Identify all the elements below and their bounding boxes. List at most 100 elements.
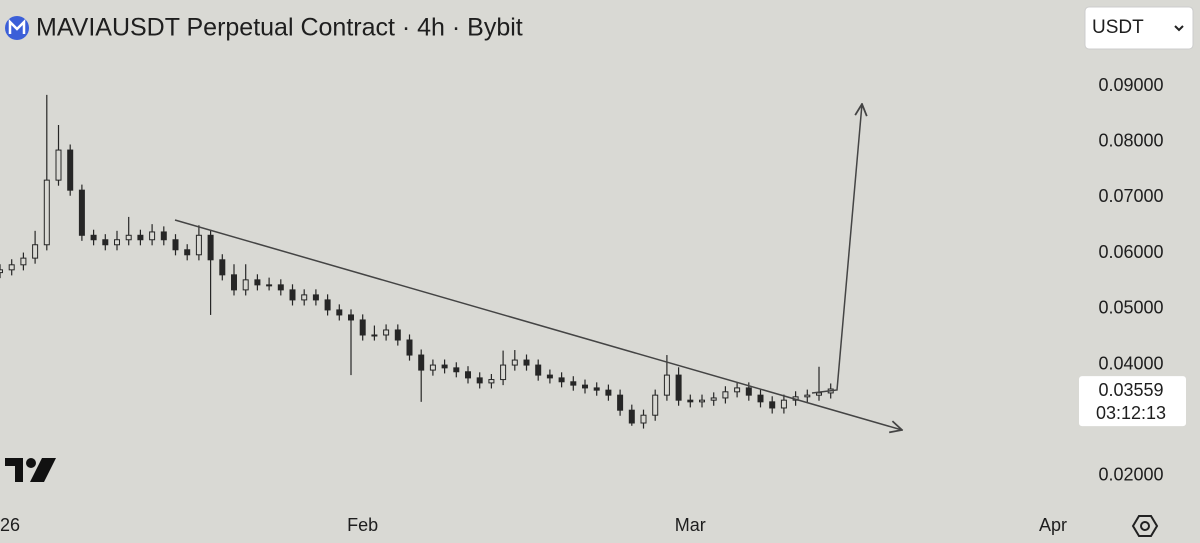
candle-body xyxy=(640,414,647,424)
candle-body xyxy=(359,319,366,336)
chart-title: MAVIAUSDT Perpetual Contract · 4h · Bybi… xyxy=(36,14,523,42)
candle-body xyxy=(745,387,752,396)
candle-body xyxy=(652,394,659,416)
y-tick-label: 0.08000 xyxy=(1098,130,1163,150)
candle-body xyxy=(160,231,167,241)
candle-body xyxy=(266,284,273,287)
candle-body xyxy=(90,234,97,241)
x-tick-label: Feb xyxy=(347,515,378,535)
candle-body xyxy=(195,234,202,256)
candle-body xyxy=(453,367,460,373)
candle-body xyxy=(511,359,518,366)
last-price-box: 0.03559 03:12:13 xyxy=(1079,376,1186,427)
candle-body xyxy=(184,249,191,256)
candle-body xyxy=(312,294,319,301)
currency-select[interactable]: USDT xyxy=(1084,6,1194,50)
candle-body xyxy=(32,244,39,259)
candle-body xyxy=(675,374,682,401)
candle-body xyxy=(804,394,811,398)
candle-body xyxy=(476,377,483,384)
candle-body xyxy=(500,364,507,381)
logo-part xyxy=(5,458,23,482)
candle-body xyxy=(488,379,495,384)
dropdown-caret[interactable] xyxy=(1174,25,1184,32)
candle-body xyxy=(371,334,378,337)
settings-icon[interactable] xyxy=(1131,515,1159,537)
y-tick-label: 0.07000 xyxy=(1098,186,1163,206)
time-axis: 2026 Feb Mar Apr xyxy=(0,515,1067,535)
candle-body xyxy=(570,381,577,386)
candle-body xyxy=(336,309,343,316)
candle-body xyxy=(277,284,284,291)
candle-body xyxy=(8,264,15,271)
x-tick-label: 2026 xyxy=(0,515,20,535)
candle-body xyxy=(207,234,214,261)
trend-line xyxy=(174,219,902,430)
candle-body xyxy=(722,391,729,399)
candle-body xyxy=(710,397,717,401)
candle-body xyxy=(429,364,436,371)
candle-body xyxy=(254,279,261,286)
countdown-label: 03:12:13 xyxy=(1096,403,1166,423)
candle-body xyxy=(324,299,331,311)
y-tick-label: 0.06000 xyxy=(1098,242,1163,262)
candle-body xyxy=(383,329,390,336)
candle-body xyxy=(699,399,706,403)
candle-body xyxy=(546,374,553,379)
candle-body xyxy=(149,231,156,241)
candle-body xyxy=(219,259,226,276)
header: MAVIAUSDT Perpetual Contract · 4h · Bybi… xyxy=(5,14,523,42)
currency-label[interactable]: USDT xyxy=(1092,17,1144,38)
candle-body xyxy=(301,294,308,301)
candle-body xyxy=(172,239,179,251)
candle-body xyxy=(289,289,296,301)
candle-body xyxy=(441,364,448,369)
logo-part xyxy=(26,458,36,468)
candle-body xyxy=(0,269,3,274)
y-tick-label: 0.09000 xyxy=(1098,75,1163,95)
candle-body xyxy=(769,401,776,409)
last-price-label: 0.03559 xyxy=(1098,380,1163,400)
candle-body xyxy=(137,234,144,241)
candle-body xyxy=(663,374,670,396)
candle-body xyxy=(43,179,50,246)
candle-body xyxy=(816,392,823,396)
candle-body xyxy=(582,384,589,389)
y-tick-label: 0.04000 xyxy=(1098,353,1163,373)
candle-body xyxy=(67,149,74,191)
candle-body xyxy=(780,399,787,409)
candle-body xyxy=(523,359,530,366)
plot-area xyxy=(0,94,834,429)
candle-body xyxy=(535,364,542,376)
candle-body xyxy=(734,387,741,393)
candle-body xyxy=(593,387,600,391)
candle-body xyxy=(605,389,612,396)
candle-body xyxy=(102,239,109,246)
settings-button[interactable] xyxy=(1131,515,1159,537)
candle-body xyxy=(20,257,27,266)
candle-body xyxy=(757,394,764,403)
candle-body xyxy=(628,409,635,424)
candle-body xyxy=(348,314,355,321)
settings-icon[interactable] xyxy=(1140,521,1150,531)
candle-body xyxy=(406,339,413,356)
candle-body xyxy=(114,239,121,246)
candle-body xyxy=(394,329,401,341)
candle-body xyxy=(78,189,85,236)
candle-body xyxy=(231,274,238,291)
projection-arrow xyxy=(811,104,862,394)
x-tick-label: Mar xyxy=(675,515,706,535)
candle-body xyxy=(687,399,694,403)
candle-body xyxy=(465,371,472,379)
candle-body xyxy=(558,377,565,383)
candle-body xyxy=(617,394,624,411)
candle-body xyxy=(55,149,62,181)
y-tick-label: 0.05000 xyxy=(1098,298,1163,318)
x-tick-label: Apr xyxy=(1039,515,1067,535)
currency-box[interactable] xyxy=(1084,6,1194,50)
last-price-bg xyxy=(1079,376,1186,427)
logo-part xyxy=(30,458,56,482)
y-tick-label: 0.02000 xyxy=(1098,465,1163,485)
